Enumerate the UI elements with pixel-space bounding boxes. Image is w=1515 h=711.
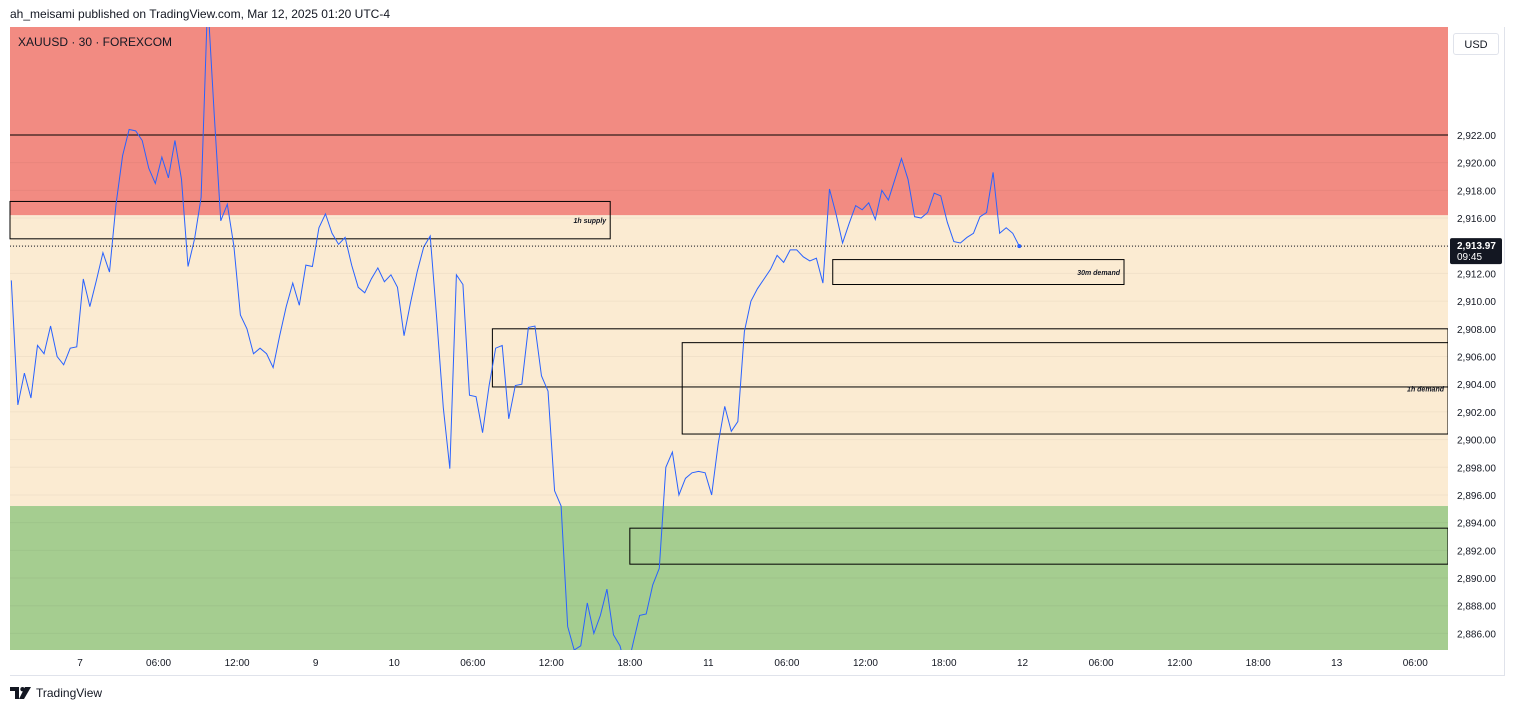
time-tick-label: 10 [389, 658, 401, 669]
price-tick-label: 2,922.00 [1457, 131, 1496, 142]
last-price-badge [1450, 238, 1502, 265]
time-tick-label: 12 [1017, 658, 1029, 669]
grid-layer [10, 134, 1448, 634]
price-axis-bg [1448, 27, 1504, 650]
countdown-label: 09:45 [1457, 252, 1482, 263]
time-tick-label: 18:00 [931, 658, 956, 669]
price-series-line [10, 27, 1020, 650]
zones-layer [10, 27, 1448, 650]
last-price-dot [1017, 244, 1022, 249]
tradingview-logo-icon [10, 687, 32, 699]
time-tick-label: 9 [313, 658, 319, 669]
price-tick-label: 2,910.00 [1457, 297, 1496, 308]
price-tick-label: 2,900.00 [1457, 436, 1496, 447]
zone-boxes-layer: 1h supply 30m demand 1h demand [9, 200, 1449, 565]
zone-box-label: 1h supply [574, 218, 608, 225]
time-tick-label: 18:00 [617, 658, 642, 669]
time-tick-label: 13 [1331, 658, 1343, 669]
price-tick-label: 2,894.00 [1457, 519, 1496, 530]
price-tick-label: 2,886.00 [1457, 629, 1496, 640]
time-tick-label: 12:00 [1167, 658, 1192, 669]
price-tick-label: 2,918.00 [1457, 186, 1496, 197]
price-tick-label: 2,898.00 [1457, 463, 1496, 474]
symbol-label[interactable]: XAUUSD · 30 · FOREXCOM [18, 35, 173, 49]
time-axis-layer: 7 06:00 12:00 9 10 06:00 12:00 18:00 11 06:00 12:0… [10, 650, 1504, 675]
price-tick-label: 2,904.00 [1457, 380, 1496, 391]
time-tick-label: 11 [703, 658, 714, 669]
price-tick-label: 2,912.00 [1457, 269, 1496, 280]
price-line-layer [10, 27, 1448, 650]
price-tick-label: 2,890.00 [1457, 574, 1496, 585]
zone-box [832, 259, 1125, 286]
time-tick-label: 06:00 [1089, 658, 1114, 669]
publisher-attribution: ah_meisami published on TradingView.com,… [10, 7, 390, 21]
price-tick-label: 2,892.00 [1457, 546, 1496, 557]
price-tick-label: 2,896.00 [1457, 491, 1496, 502]
footer[interactable]: TradingView [10, 686, 102, 700]
time-tick-label: 06:00 [774, 658, 799, 669]
time-tick-label: 18:00 [1246, 658, 1271, 669]
zone-box-label: 1h demand [1407, 386, 1445, 393]
zone-box-label: 30m demand [1077, 270, 1121, 277]
time-tick-label: 7 [77, 658, 83, 669]
time-tick-label: 12:00 [225, 658, 250, 669]
time-tick-label: 06:00 [1403, 658, 1428, 669]
time-tick-label: 06:00 [146, 658, 171, 669]
footer-brand: TradingView [36, 686, 103, 700]
time-tick-label: 06:00 [460, 658, 485, 669]
supply-zone [10, 27, 1448, 216]
price-tick-label: 2,906.00 [1457, 352, 1496, 363]
price-tick-label: 2,916.00 [1457, 214, 1496, 225]
time-axis-bg [10, 650, 1504, 675]
price-axis-layer: 2,922.002,920.002,918.002,916.002,914.00… [1448, 27, 1504, 650]
price-tick-label: 2,920.00 [1457, 159, 1496, 170]
time-tick-label: 12:00 [539, 658, 564, 669]
price-tick-label: 2,902.00 [1457, 408, 1496, 419]
currency-button[interactable]: USD [1453, 33, 1499, 55]
last-price-label: 2,913.97 [1457, 241, 1496, 252]
zone-box [9, 200, 611, 240]
time-tick-label: 12:00 [853, 658, 878, 669]
price-tick-label: 2,908.00 [1457, 325, 1496, 336]
demand-zone [10, 506, 1448, 650]
neutral-zone [10, 215, 1448, 507]
price-tick-label: 2,888.00 [1457, 602, 1496, 613]
